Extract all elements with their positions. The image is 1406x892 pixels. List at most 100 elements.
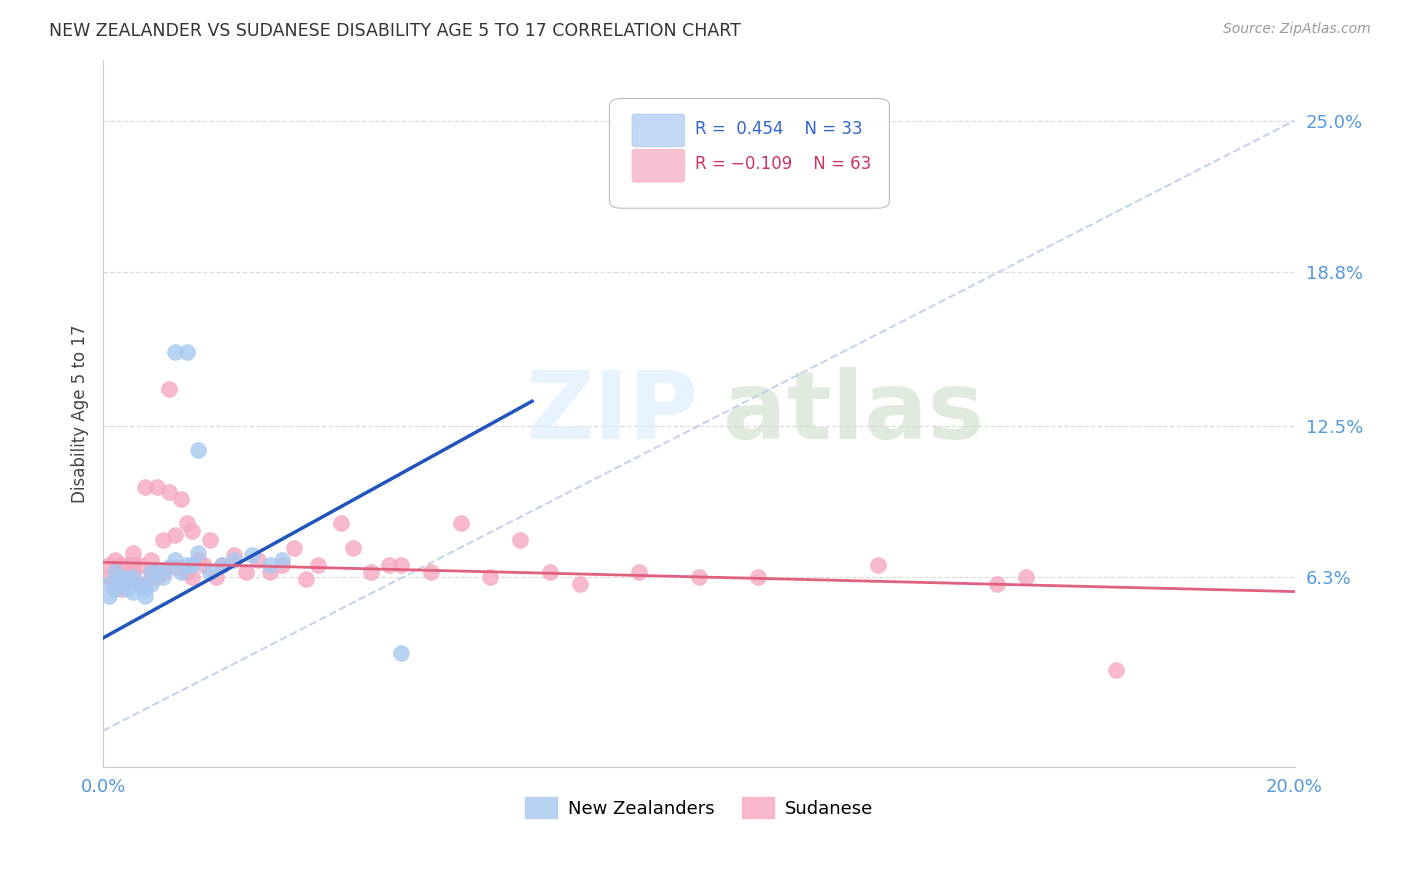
- Point: [145, 570, 167, 584]
- FancyBboxPatch shape: [633, 150, 685, 182]
- Point: [240, 548, 263, 562]
- Point: [330, 516, 353, 531]
- Point: [128, 577, 150, 591]
- Point: [115, 573, 138, 587]
- Point: [205, 570, 228, 584]
- Point: [181, 570, 204, 584]
- Point: [688, 570, 710, 584]
- Point: [389, 558, 412, 572]
- Point: [419, 565, 441, 579]
- Point: [134, 480, 156, 494]
- Point: [176, 558, 198, 572]
- FancyBboxPatch shape: [633, 114, 685, 146]
- Point: [110, 558, 132, 572]
- Point: [104, 577, 127, 591]
- Point: [169, 565, 191, 579]
- Text: R = −0.109    N = 63: R = −0.109 N = 63: [695, 155, 872, 173]
- Text: NEW ZEALANDER VS SUDANESE DISABILITY AGE 5 TO 17 CORRELATION CHART: NEW ZEALANDER VS SUDANESE DISABILITY AGE…: [49, 22, 741, 40]
- Point: [139, 565, 162, 579]
- Point: [122, 584, 145, 599]
- Point: [152, 570, 174, 584]
- Point: [176, 516, 198, 531]
- Point: [157, 560, 180, 574]
- Point: [98, 577, 121, 591]
- Point: [104, 565, 127, 579]
- Point: [224, 548, 246, 562]
- Point: [259, 565, 281, 579]
- Point: [110, 570, 132, 584]
- Point: [193, 558, 215, 572]
- Point: [139, 565, 162, 579]
- Point: [235, 565, 257, 579]
- Point: [270, 553, 292, 567]
- Point: [200, 565, 222, 579]
- Point: [122, 545, 145, 559]
- Point: [224, 553, 246, 567]
- Point: [104, 553, 127, 567]
- Point: [283, 541, 305, 555]
- Point: [307, 558, 329, 572]
- Legend: New Zealanders, Sudanese: New Zealanders, Sudanese: [517, 790, 880, 825]
- Point: [181, 558, 204, 572]
- Point: [200, 533, 222, 548]
- Point: [104, 565, 127, 579]
- Point: [187, 443, 209, 458]
- Point: [157, 382, 180, 396]
- Point: [169, 491, 191, 506]
- Point: [1015, 570, 1038, 584]
- Point: [139, 553, 162, 567]
- Point: [270, 558, 292, 572]
- Point: [145, 565, 167, 579]
- Point: [122, 565, 145, 579]
- Point: [163, 528, 186, 542]
- Point: [134, 582, 156, 596]
- Text: ZIP: ZIP: [526, 368, 699, 459]
- Point: [1105, 663, 1128, 677]
- Point: [181, 524, 204, 538]
- Point: [145, 480, 167, 494]
- Point: [163, 553, 186, 567]
- Point: [98, 570, 121, 584]
- Point: [568, 577, 591, 591]
- Point: [152, 533, 174, 548]
- Point: [360, 565, 382, 579]
- Point: [128, 577, 150, 591]
- Point: [139, 577, 162, 591]
- Point: [538, 565, 561, 579]
- Point: [110, 577, 132, 591]
- Text: R =  0.454    N = 33: R = 0.454 N = 33: [695, 120, 863, 138]
- Point: [176, 565, 198, 579]
- Point: [342, 541, 364, 555]
- Point: [450, 516, 472, 531]
- Point: [378, 558, 401, 572]
- Point: [866, 558, 889, 572]
- Point: [122, 570, 145, 584]
- Point: [294, 573, 316, 587]
- Point: [187, 553, 209, 567]
- Point: [110, 582, 132, 596]
- Point: [259, 558, 281, 572]
- Point: [98, 558, 121, 572]
- Point: [134, 590, 156, 604]
- Point: [509, 533, 531, 548]
- Point: [187, 545, 209, 559]
- Point: [115, 582, 138, 596]
- Point: [104, 582, 127, 596]
- Point: [163, 345, 186, 359]
- Text: atlas: atlas: [723, 368, 984, 459]
- Point: [134, 577, 156, 591]
- Point: [747, 570, 769, 584]
- Point: [122, 558, 145, 572]
- FancyBboxPatch shape: [609, 98, 890, 208]
- Point: [110, 570, 132, 584]
- Point: [176, 345, 198, 359]
- Point: [247, 553, 270, 567]
- Point: [115, 573, 138, 587]
- Point: [211, 558, 233, 572]
- Point: [211, 558, 233, 572]
- Point: [986, 577, 1008, 591]
- Y-axis label: Disability Age 5 to 17: Disability Age 5 to 17: [72, 324, 89, 503]
- Point: [115, 558, 138, 572]
- Point: [163, 560, 186, 574]
- Point: [479, 570, 502, 584]
